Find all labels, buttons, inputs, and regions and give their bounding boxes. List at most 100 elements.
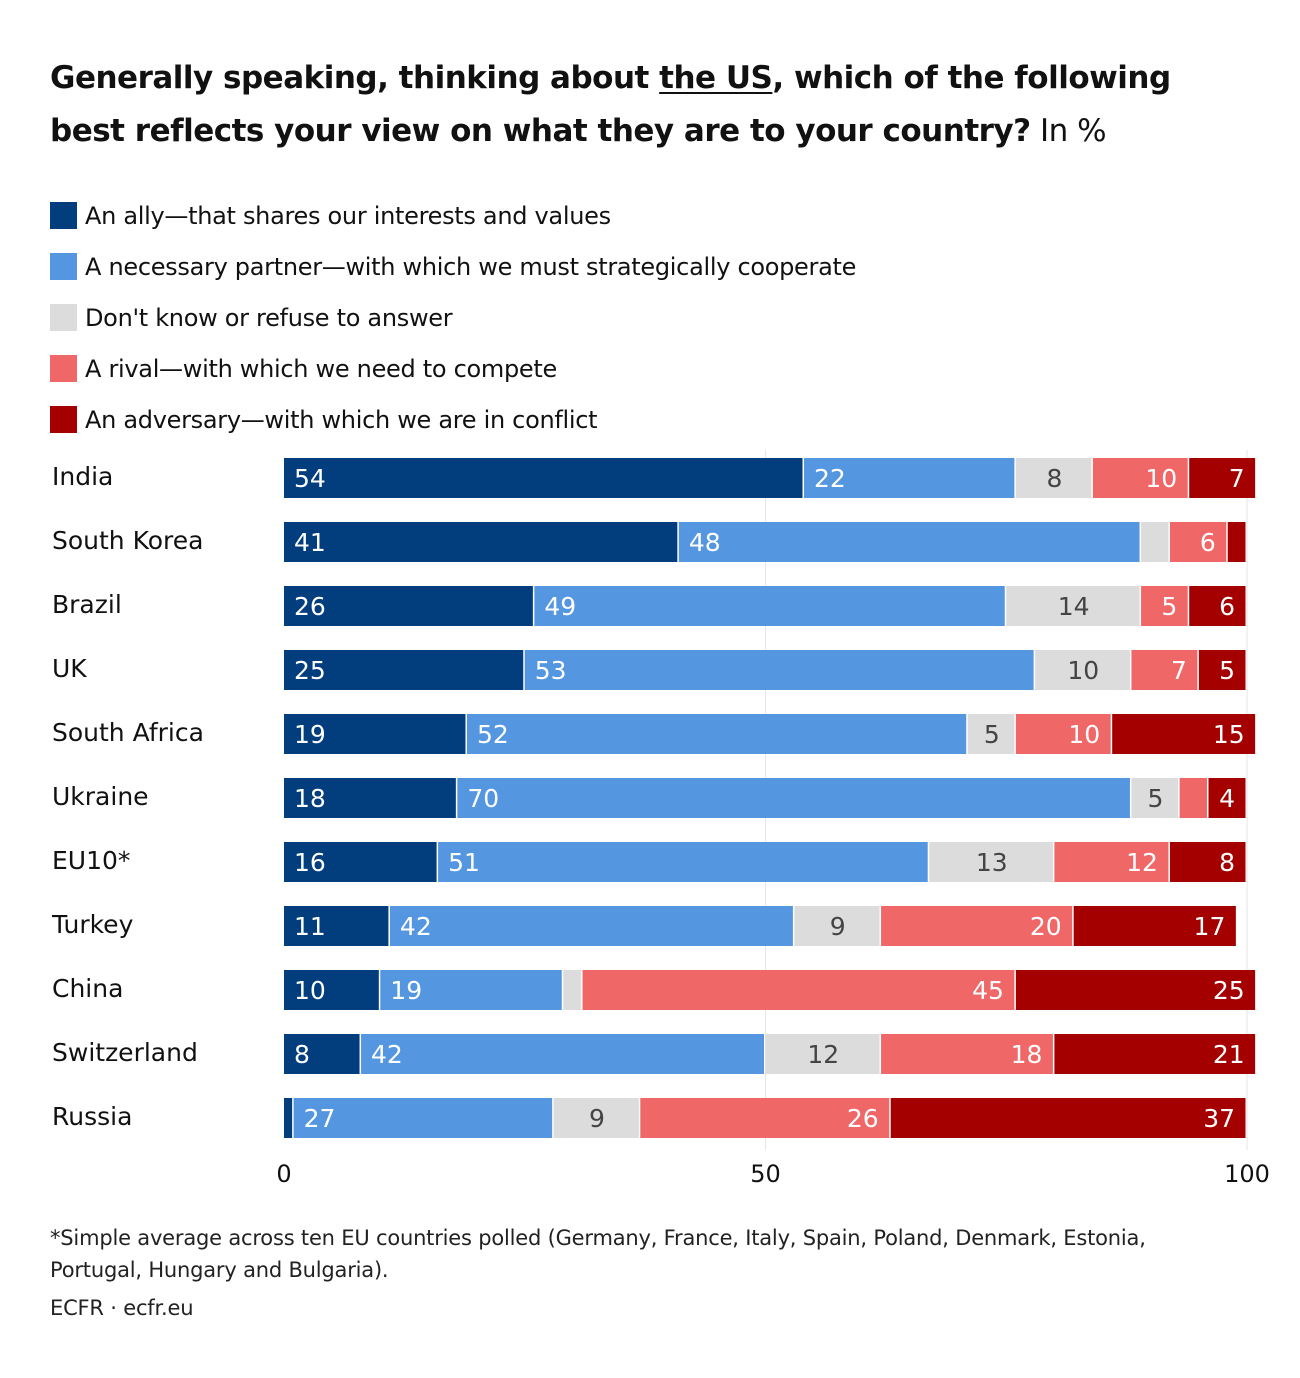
data-label: 15 bbox=[1213, 720, 1245, 749]
data-label: 19 bbox=[390, 976, 422, 1005]
data-label: 53 bbox=[535, 656, 567, 685]
x-tick-label: 100 bbox=[1224, 1160, 1270, 1188]
legend-label: A rival—with which we need to compete bbox=[85, 354, 557, 383]
bar-segment bbox=[389, 906, 793, 946]
data-label: 48 bbox=[689, 528, 721, 557]
bar-segment bbox=[438, 842, 928, 882]
bar-segment bbox=[881, 1034, 1053, 1074]
legend-item: An adversary—with which we are in confli… bbox=[50, 394, 856, 445]
data-label: 5 bbox=[984, 720, 1000, 749]
title-text-end: , which of the following best reflects y… bbox=[50, 60, 1171, 149]
bar-segment bbox=[804, 458, 1015, 498]
bar-segment bbox=[380, 970, 562, 1010]
bar-segment bbox=[1208, 778, 1246, 818]
data-label: 10 bbox=[1067, 656, 1099, 685]
data-label: 20 bbox=[1030, 912, 1062, 941]
bar-segment bbox=[284, 1034, 360, 1074]
data-label: 16 bbox=[294, 848, 326, 877]
data-label: 18 bbox=[1011, 1040, 1043, 1069]
bar-segment bbox=[1015, 458, 1092, 498]
source: ECFR · ecfr.eu bbox=[50, 1296, 194, 1320]
data-label: 70 bbox=[467, 784, 499, 813]
data-label: 37 bbox=[1203, 1104, 1235, 1133]
bar-segment bbox=[1169, 842, 1246, 882]
data-label: 17 bbox=[1194, 912, 1226, 941]
bar-segment bbox=[457, 778, 1130, 818]
data-label: 12 bbox=[1126, 848, 1158, 877]
data-label: 26 bbox=[847, 1104, 879, 1133]
bar-segment bbox=[929, 842, 1053, 882]
category-label: China bbox=[52, 974, 123, 1003]
bar-segment bbox=[1015, 714, 1111, 754]
bar-segment bbox=[1073, 906, 1236, 946]
data-label: 45 bbox=[972, 976, 1004, 1005]
data-label: 13 bbox=[976, 848, 1008, 877]
bar-segment bbox=[284, 778, 456, 818]
category-label: South Africa bbox=[52, 718, 204, 747]
data-label: 11 bbox=[294, 912, 326, 941]
data-label: 8 bbox=[1046, 464, 1062, 493]
data-label: 26 bbox=[294, 592, 326, 621]
bar-segment bbox=[284, 458, 803, 498]
legend-swatch bbox=[50, 304, 77, 331]
bar-segment bbox=[1227, 522, 1246, 562]
bar-segment bbox=[284, 970, 379, 1010]
legend-item: A rival—with which we need to compete bbox=[50, 343, 856, 394]
bar-segment bbox=[640, 1098, 890, 1138]
title-text: Generally speaking, thinking about bbox=[50, 60, 660, 96]
data-label: 7 bbox=[1171, 656, 1187, 685]
bar-segment bbox=[678, 522, 1140, 562]
data-label: 54 bbox=[294, 464, 326, 493]
data-label: 27 bbox=[304, 1104, 336, 1133]
legend-label: A necessary partner—with which we must s… bbox=[85, 252, 857, 281]
bar-segment bbox=[284, 714, 466, 754]
x-tick-label: 0 bbox=[276, 1160, 291, 1188]
bar-segment bbox=[881, 906, 1073, 946]
data-label: 14 bbox=[1058, 592, 1090, 621]
bar-segment bbox=[284, 1098, 293, 1138]
data-label: 21 bbox=[1213, 1040, 1245, 1069]
data-label: 51 bbox=[448, 848, 480, 877]
bar-segment bbox=[284, 522, 678, 562]
legend-item: A necessary partner—with which we must s… bbox=[50, 241, 856, 292]
data-label: 19 bbox=[294, 720, 326, 749]
bar-segment bbox=[1054, 1034, 1256, 1074]
bar-segment bbox=[794, 906, 880, 946]
data-label: 7 bbox=[1229, 464, 1245, 493]
category-label: EU10* bbox=[52, 846, 130, 875]
legend: An ally—that shares our interests and va… bbox=[50, 190, 856, 445]
bar-segment bbox=[1189, 586, 1246, 626]
data-label: 10 bbox=[1068, 720, 1100, 749]
bar-segment bbox=[1198, 650, 1246, 690]
data-label: 41 bbox=[294, 528, 326, 557]
bar-segment bbox=[1015, 970, 1256, 1010]
category-label: UK bbox=[52, 654, 87, 683]
data-label: 5 bbox=[1219, 656, 1235, 685]
category-label: Russia bbox=[52, 1102, 132, 1131]
x-tick-label: 50 bbox=[750, 1160, 781, 1188]
data-label: 22 bbox=[814, 464, 846, 493]
data-label: 6 bbox=[1200, 528, 1216, 557]
bar-segment bbox=[1006, 586, 1140, 626]
data-label: 25 bbox=[1213, 976, 1245, 1005]
legend-label: An adversary—with which we are in confli… bbox=[85, 405, 598, 434]
bar-segment bbox=[553, 1098, 639, 1138]
bar-segment bbox=[1179, 778, 1207, 818]
legend-swatch bbox=[50, 355, 77, 382]
bar-segment bbox=[284, 650, 524, 690]
category-label: South Korea bbox=[52, 526, 203, 555]
title-unit: In % bbox=[1030, 113, 1107, 149]
legend-item: An ally—that shares our interests and va… bbox=[50, 190, 856, 241]
bar-segment bbox=[1169, 522, 1227, 562]
data-label: 18 bbox=[294, 784, 326, 813]
data-label: 12 bbox=[807, 1040, 839, 1069]
data-label: 42 bbox=[400, 912, 432, 941]
category-label: India bbox=[52, 462, 113, 491]
bar-segment bbox=[1131, 778, 1179, 818]
bar-segment bbox=[534, 586, 1005, 626]
data-label: 4 bbox=[1219, 784, 1235, 813]
data-label: 9 bbox=[589, 1104, 605, 1133]
category-label: Switzerland bbox=[52, 1038, 198, 1067]
